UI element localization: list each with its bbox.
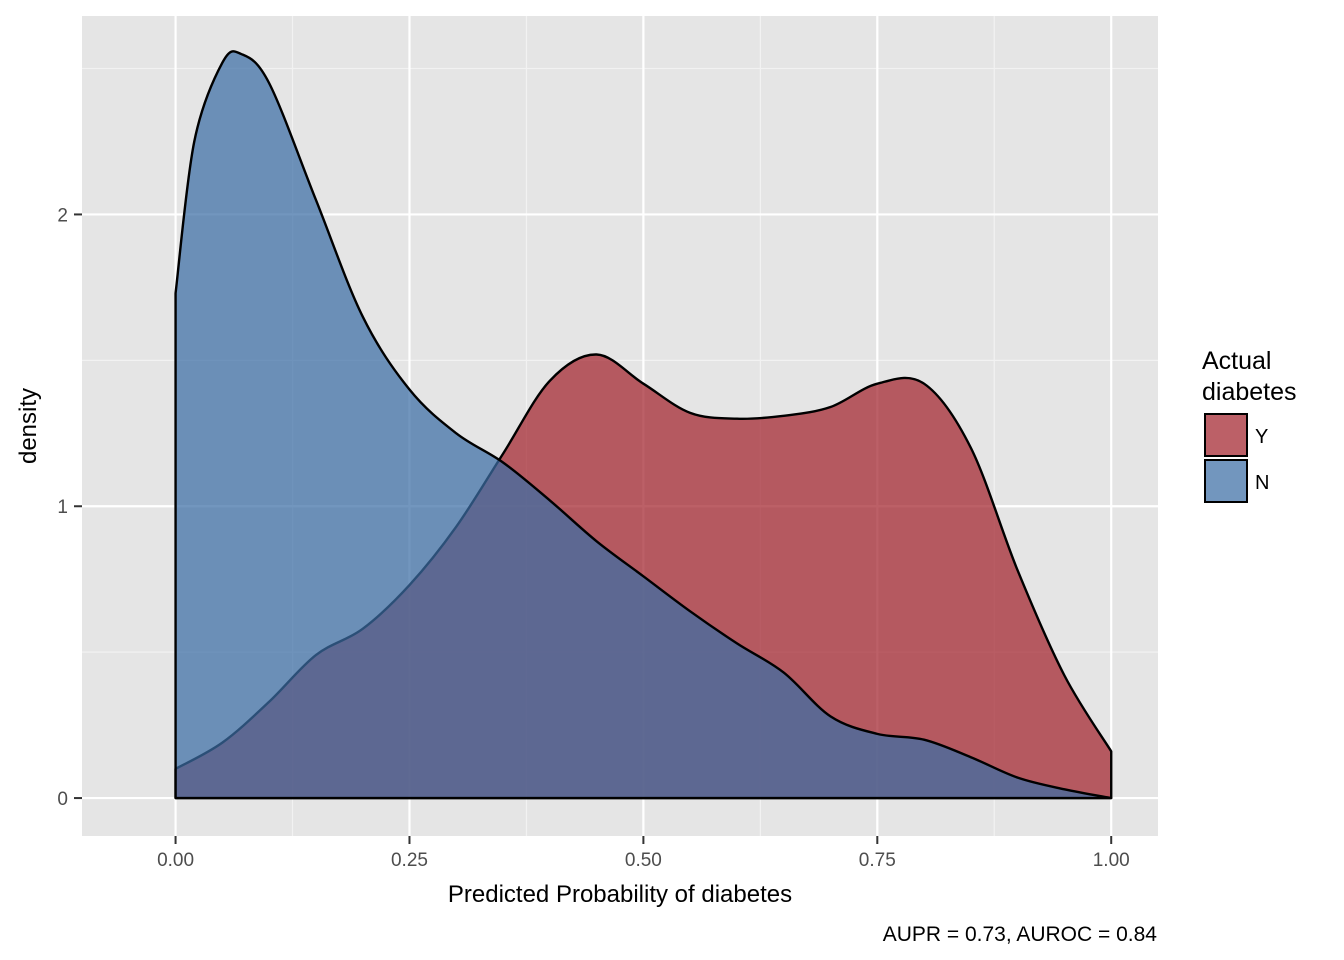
y-tick-label: 2 <box>57 205 68 226</box>
density-areas <box>174 50 1113 800</box>
y-tick-labels: 0 1 2 <box>57 205 68 810</box>
legend-key-y <box>1204 413 1248 457</box>
x-tick-labels: 0.00 0.25 0.50 0.75 1.00 <box>157 850 1130 871</box>
x-tick-label: 0.50 <box>625 850 662 871</box>
x-tick-label: 1.00 <box>1093 850 1130 871</box>
x-tick-label: 0.75 <box>859 850 896 871</box>
caption: AUPR = 0.73, AUROC = 0.84 <box>883 923 1158 946</box>
y-tick-label: 0 <box>57 789 68 810</box>
legend-label-n: N <box>1255 472 1269 494</box>
x-tick-label: 0.25 <box>391 850 428 871</box>
axis-ticks <box>74 213 1113 844</box>
legend-title-line-1: Actual <box>1202 347 1271 375</box>
x-axis-title: Predicted Probability of diabetes <box>448 881 792 908</box>
y-axis-title: density <box>15 388 42 464</box>
x-tick-label: 0.00 <box>157 850 194 871</box>
legend-title-line-2: diabetes <box>1202 378 1297 406</box>
legend: Actual diabetes Y N <box>1202 347 1297 503</box>
density-area-n <box>174 50 1113 800</box>
legend-label-y: Y <box>1255 426 1268 448</box>
legend-key-n <box>1204 459 1248 503</box>
y-tick-label: 1 <box>57 497 68 518</box>
